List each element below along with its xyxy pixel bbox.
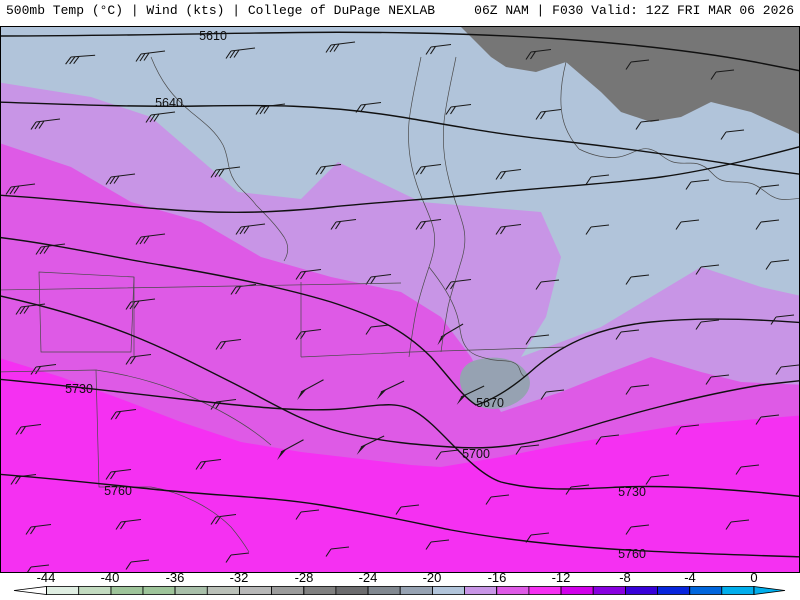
- svg-text:5640: 5640: [155, 96, 183, 110]
- svg-text:-8: -8: [619, 573, 631, 585]
- svg-text:-40: -40: [101, 573, 120, 585]
- svg-text:-44: -44: [37, 573, 56, 585]
- svg-text:0: 0: [750, 573, 757, 585]
- svg-text:-20: -20: [423, 573, 442, 585]
- svg-text:5700: 5700: [462, 447, 490, 461]
- svg-text:-12: -12: [552, 573, 571, 585]
- svg-text:-36: -36: [166, 573, 185, 585]
- svg-text:5730: 5730: [65, 382, 93, 396]
- svg-text:-28: -28: [295, 573, 314, 585]
- svg-text:5730: 5730: [618, 485, 646, 499]
- svg-text:5760: 5760: [618, 547, 646, 561]
- svg-text:-4: -4: [684, 573, 696, 585]
- svg-text:-32: -32: [230, 573, 249, 585]
- svg-text:5610: 5610: [199, 29, 227, 43]
- svg-text:5760: 5760: [104, 484, 132, 498]
- svg-text:-16: -16: [488, 573, 507, 585]
- svg-text:-24: -24: [359, 573, 378, 585]
- svg-text:5670: 5670: [476, 396, 504, 410]
